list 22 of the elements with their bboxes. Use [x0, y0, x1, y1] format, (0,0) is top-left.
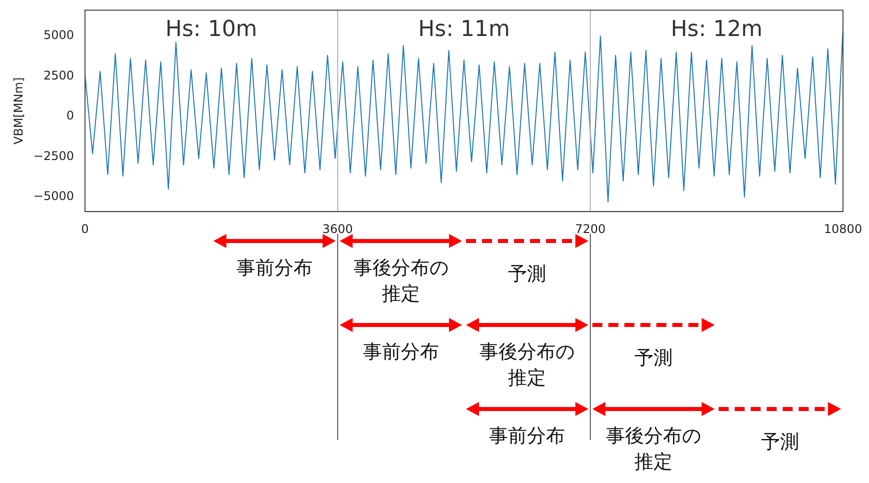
y-tick-label: −2500 [33, 148, 74, 163]
y-tick-label: 2500 [43, 68, 74, 82]
y-tick-label: 5000 [43, 28, 74, 42]
x-tick-label: 3600 [322, 222, 353, 236]
y-axis-title: VBM[MNm] [11, 77, 26, 144]
text: 事前分布 [489, 424, 566, 449]
x-tick-label: 10800 [824, 222, 862, 236]
y-tick-label: −5000 [33, 189, 74, 204]
annotation: Hs: 10m [165, 16, 258, 42]
text: 事前分布 [362, 340, 439, 365]
x-tick-label: 0 [81, 222, 89, 236]
annotation: Hs: 11m [418, 16, 510, 42]
annotation: Hs: 12m [670, 16, 763, 42]
text: 事後分布の推定 [478, 340, 576, 391]
x-tick-label: 7200 [575, 222, 606, 236]
text: 予測 [634, 346, 672, 371]
text: 事後分布の推定 [604, 424, 702, 475]
text: 予測 [508, 262, 546, 287]
text: 事前分布 [236, 256, 312, 281]
y-tick-label: 0 [66, 108, 74, 123]
text: 予測 [760, 430, 799, 455]
text: 事後分布の推定 [352, 256, 450, 307]
